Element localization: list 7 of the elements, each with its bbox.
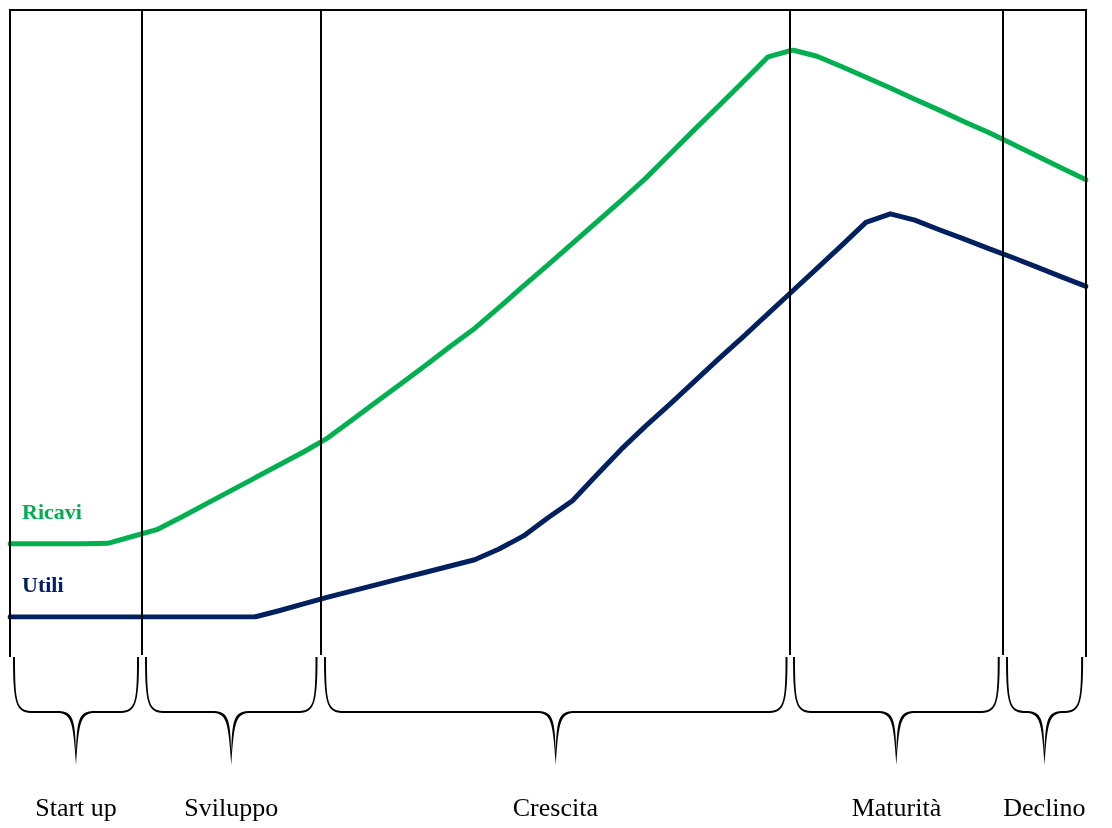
text: Crescita [512, 793, 599, 822]
text: Start up [35, 793, 117, 822]
series-label: Utili [22, 571, 64, 597]
series-label: Ricavi [22, 498, 82, 524]
text: Maturità [851, 793, 942, 822]
text: Declino [1003, 793, 1086, 822]
text: Sviluppo [184, 793, 279, 822]
